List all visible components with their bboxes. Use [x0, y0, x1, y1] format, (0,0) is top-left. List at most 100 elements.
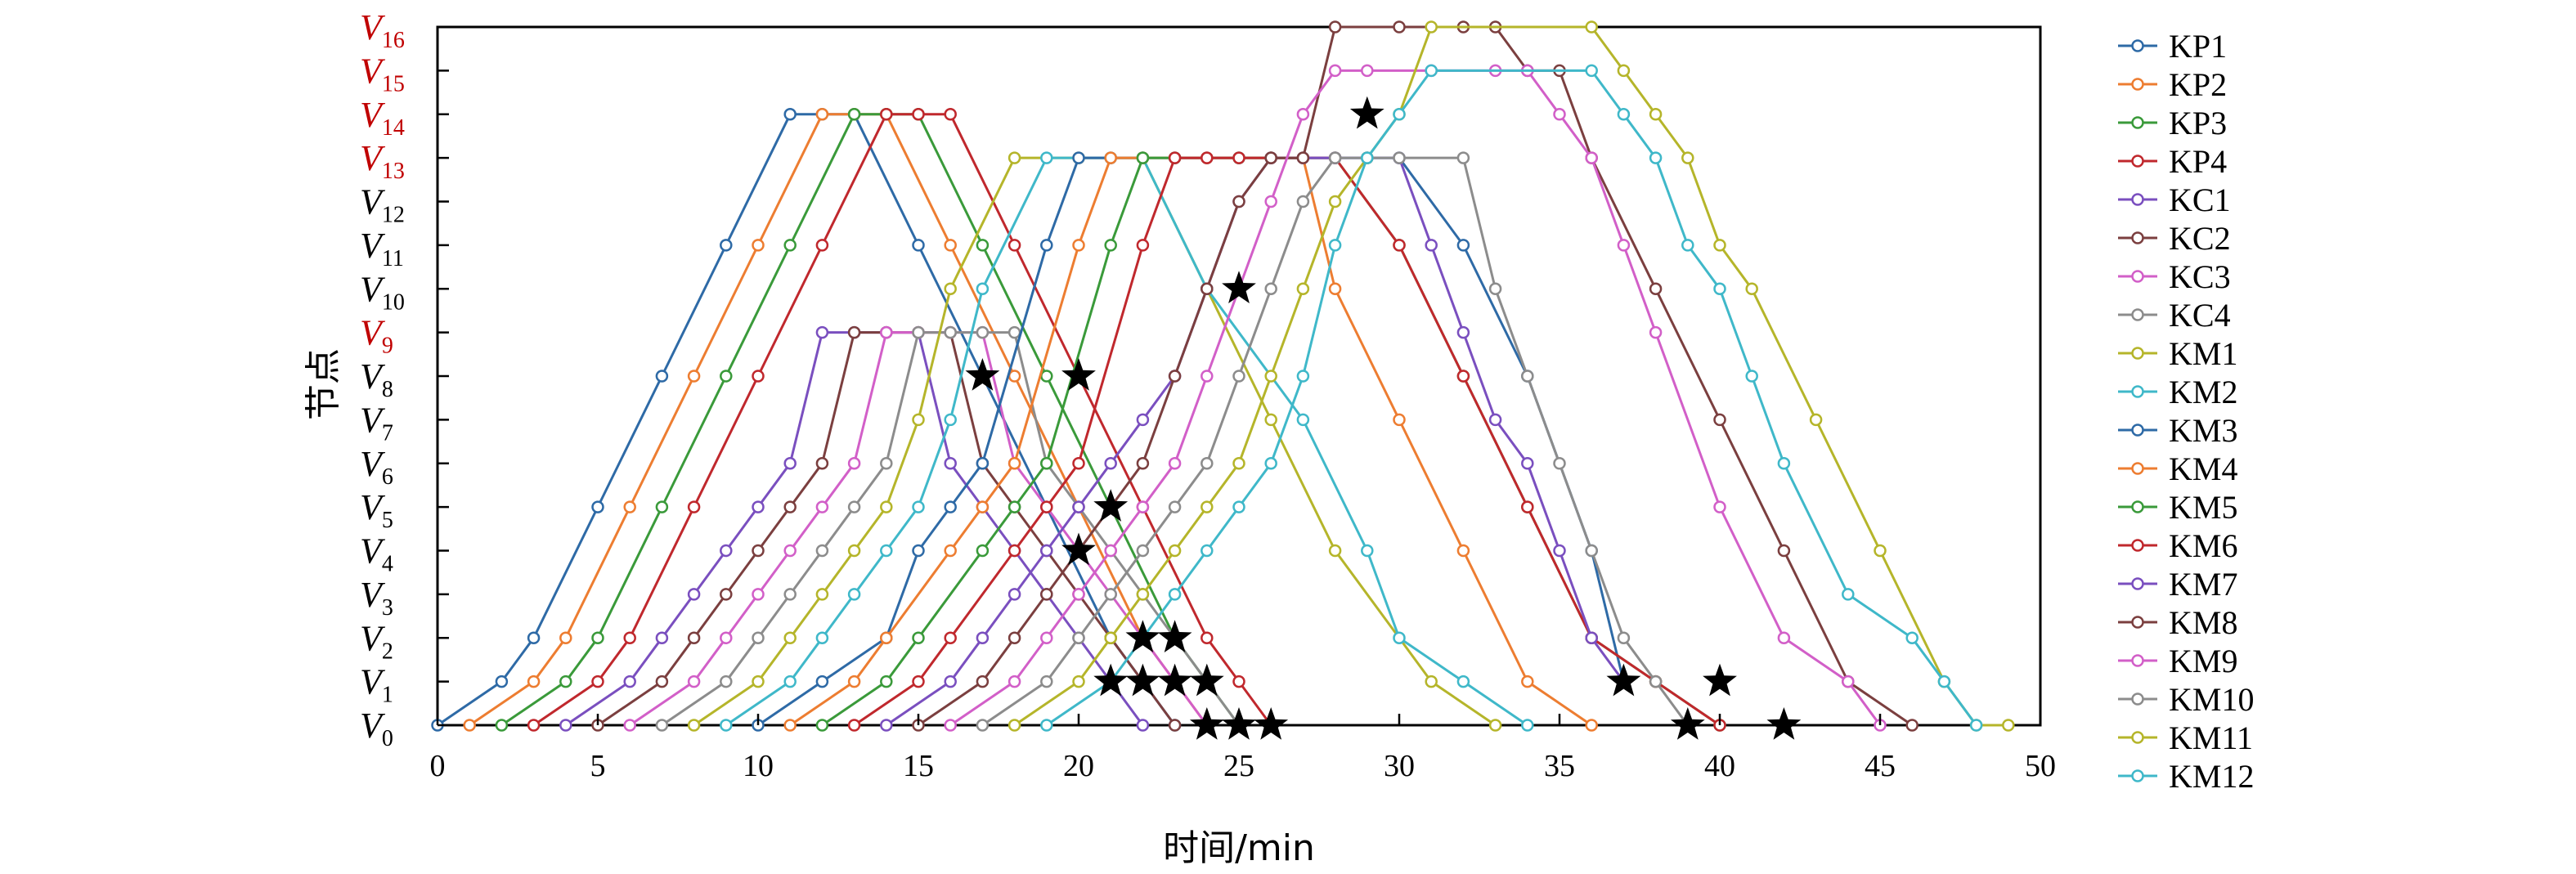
data-point [495, 675, 509, 688]
star-marker [1125, 620, 1160, 652]
data-point [1040, 239, 1053, 252]
data-point [783, 675, 797, 688]
data-point [912, 631, 925, 644]
data-point [1521, 675, 1534, 688]
legend-label: KP3 [2169, 105, 2227, 141]
y-tick-sub: 4 [382, 552, 393, 577]
y-tick-sub: 7 [382, 420, 393, 446]
y-tick-sub: 5 [382, 508, 393, 533]
series-kc1 [559, 325, 1150, 732]
data-point [1488, 719, 1502, 732]
y-tick-label: V2 [360, 618, 393, 664]
data-point [623, 500, 636, 513]
data-point [815, 500, 829, 513]
data-point [1361, 544, 1374, 558]
data-point [687, 588, 701, 601]
x-tick-label: 30 [1384, 749, 1415, 783]
data-point [976, 457, 990, 470]
data-point [847, 325, 861, 339]
data-point [1008, 325, 1021, 339]
data-point [1585, 544, 1598, 558]
data-point [752, 544, 765, 558]
data-point [559, 719, 572, 732]
data-point [687, 631, 701, 644]
data-point [912, 500, 925, 513]
legend-item: KM4 [2118, 450, 2237, 487]
x-tick-label: 50 [2025, 749, 2056, 783]
data-point [1585, 151, 1598, 164]
data-point [752, 239, 765, 252]
y-tick-sub: 2 [382, 639, 393, 664]
legend-label: KM11 [2169, 719, 2253, 756]
x-tick-label: 25 [1223, 749, 1254, 783]
data-point [1072, 675, 1085, 688]
data-point [1425, 675, 1438, 688]
data-point [1040, 370, 1053, 383]
legend-item: KM8 [2118, 604, 2237, 641]
star-marker [1189, 663, 1224, 697]
data-point [1168, 457, 1182, 470]
data-point [1040, 631, 1053, 644]
data-point [912, 108, 925, 121]
data-point [1393, 108, 1406, 121]
data-point [815, 675, 829, 688]
legend-label: KM7 [2169, 566, 2237, 603]
data-point [1104, 588, 1117, 601]
data-point [1361, 64, 1374, 78]
legend-swatch-marker [2131, 270, 2144, 283]
legend-swatch-marker [2131, 116, 2144, 129]
data-point [1136, 588, 1150, 601]
data-point [1104, 457, 1117, 470]
data-point [1553, 457, 1566, 470]
y-tick-sub: 1 [382, 683, 393, 708]
data-point [944, 325, 957, 339]
series-line [918, 25, 1914, 727]
data-point [1008, 719, 1021, 732]
data-point [1617, 631, 1631, 644]
series-km12 [1040, 64, 1983, 732]
data-point [1456, 544, 1470, 558]
y-tick-sub: 3 [382, 595, 393, 621]
series-km1 [687, 151, 1502, 732]
y-tick-sub: 6 [382, 464, 393, 490]
data-point [944, 108, 957, 121]
y-tick-sub: 8 [382, 377, 393, 402]
legend-item: KP4 [2118, 143, 2227, 180]
data-point [527, 675, 541, 688]
data-point [944, 675, 957, 688]
data-point [1136, 457, 1150, 470]
data-point [1361, 151, 1374, 164]
data-point [1521, 500, 1534, 513]
legend-item: KM10 [2118, 681, 2254, 718]
y-tick-main: V [360, 356, 386, 397]
data-point [1008, 675, 1021, 688]
legend-swatch-marker [2131, 577, 2144, 590]
data-point [783, 544, 797, 558]
data-point [1200, 544, 1214, 558]
data-point [944, 282, 957, 295]
legend-item: KM6 [2118, 527, 2237, 564]
data-point [1874, 544, 1887, 558]
data-point [1649, 675, 1663, 688]
x-tick-label: 10 [743, 749, 774, 783]
data-point [1264, 413, 1277, 427]
data-point [912, 544, 925, 558]
legend-item: KM1 [2118, 335, 2237, 372]
data-point [944, 719, 957, 732]
legend-label: KP2 [2169, 66, 2227, 103]
y-tick-label: V15 [360, 51, 405, 96]
data-point [1232, 151, 1245, 164]
data-point [1585, 719, 1598, 732]
legend-item: KC1 [2118, 182, 2231, 218]
data-point [2002, 719, 2015, 732]
y-tick-main: V [360, 531, 386, 571]
data-point [944, 413, 957, 427]
data-point [944, 544, 957, 558]
data-point [1072, 631, 1085, 644]
data-point [1328, 544, 1342, 558]
data-point [1040, 500, 1053, 513]
data-point [1809, 413, 1823, 427]
data-point [1232, 675, 1245, 688]
data-point [720, 631, 733, 644]
